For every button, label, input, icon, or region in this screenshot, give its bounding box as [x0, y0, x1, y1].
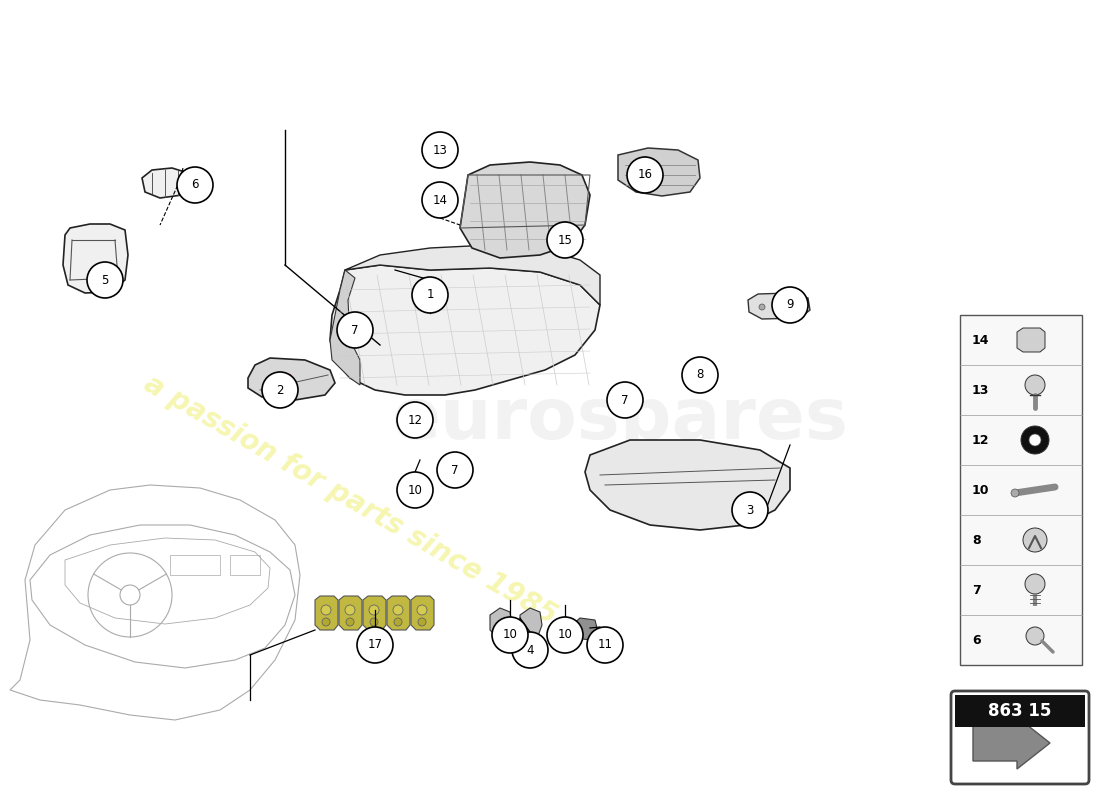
- Text: 7: 7: [451, 463, 459, 477]
- Circle shape: [1028, 434, 1041, 446]
- Text: 11: 11: [597, 638, 613, 651]
- Text: 8: 8: [696, 369, 704, 382]
- Text: 10: 10: [972, 483, 990, 497]
- Text: 10: 10: [503, 629, 517, 642]
- Text: 5: 5: [101, 274, 109, 286]
- Circle shape: [492, 617, 528, 653]
- Text: SV: SV: [275, 373, 292, 384]
- Text: 6: 6: [972, 634, 980, 646]
- Circle shape: [607, 382, 644, 418]
- Circle shape: [177, 167, 213, 203]
- Bar: [170, 555, 220, 575]
- Polygon shape: [460, 162, 590, 258]
- Circle shape: [418, 618, 426, 626]
- Circle shape: [322, 618, 330, 626]
- Circle shape: [417, 605, 427, 615]
- Circle shape: [368, 605, 379, 615]
- Polygon shape: [345, 245, 600, 305]
- Circle shape: [345, 605, 355, 615]
- Text: 12: 12: [407, 414, 422, 426]
- Text: 15: 15: [558, 234, 572, 246]
- Text: a passion for parts since 1985: a passion for parts since 1985: [139, 370, 561, 630]
- Circle shape: [437, 452, 473, 488]
- Circle shape: [397, 472, 433, 508]
- Bar: [955, 695, 1085, 727]
- Circle shape: [1025, 375, 1045, 395]
- Polygon shape: [248, 358, 336, 400]
- Text: 3: 3: [746, 503, 754, 517]
- Text: 14: 14: [432, 194, 448, 206]
- Circle shape: [393, 605, 403, 615]
- Polygon shape: [387, 596, 410, 630]
- Text: 17: 17: [367, 638, 383, 651]
- Circle shape: [512, 632, 548, 668]
- Circle shape: [337, 312, 373, 348]
- Circle shape: [682, 357, 718, 393]
- Circle shape: [547, 617, 583, 653]
- Text: 7: 7: [351, 323, 359, 337]
- Text: 1: 1: [427, 289, 433, 302]
- Text: eurospares: eurospares: [392, 386, 848, 454]
- Polygon shape: [315, 596, 338, 630]
- Circle shape: [358, 627, 393, 663]
- Text: 12: 12: [972, 434, 990, 446]
- Polygon shape: [585, 440, 790, 530]
- Circle shape: [422, 182, 458, 218]
- Polygon shape: [974, 717, 1050, 769]
- Polygon shape: [520, 608, 542, 638]
- Text: 863 15: 863 15: [988, 702, 1052, 720]
- Circle shape: [1023, 528, 1047, 552]
- Circle shape: [759, 304, 764, 310]
- Polygon shape: [330, 265, 600, 395]
- FancyBboxPatch shape: [952, 691, 1089, 784]
- Text: 6: 6: [191, 178, 199, 191]
- Text: 7: 7: [972, 583, 981, 597]
- Polygon shape: [1018, 328, 1045, 352]
- Circle shape: [1021, 426, 1049, 454]
- Text: 7: 7: [621, 394, 629, 406]
- Circle shape: [732, 492, 768, 528]
- Text: 9: 9: [786, 298, 794, 311]
- Circle shape: [422, 132, 458, 168]
- Polygon shape: [748, 293, 810, 319]
- Circle shape: [1025, 574, 1045, 594]
- Polygon shape: [572, 618, 598, 640]
- Bar: [230, 555, 260, 575]
- Circle shape: [587, 627, 623, 663]
- Polygon shape: [330, 270, 360, 385]
- Circle shape: [627, 157, 663, 193]
- Polygon shape: [339, 596, 362, 630]
- Polygon shape: [63, 224, 128, 293]
- Text: 13: 13: [972, 383, 989, 397]
- Circle shape: [87, 262, 123, 298]
- Text: 2: 2: [276, 383, 284, 397]
- Polygon shape: [363, 596, 386, 630]
- Circle shape: [412, 277, 448, 313]
- Circle shape: [262, 372, 298, 408]
- Polygon shape: [490, 608, 512, 638]
- Text: 8: 8: [972, 534, 980, 546]
- Circle shape: [370, 618, 378, 626]
- Text: 14: 14: [972, 334, 990, 346]
- Circle shape: [321, 605, 331, 615]
- Circle shape: [397, 402, 433, 438]
- Polygon shape: [618, 148, 700, 196]
- Text: 13: 13: [432, 143, 448, 157]
- Text: 10: 10: [558, 629, 572, 642]
- Text: 4: 4: [526, 643, 534, 657]
- Text: 16: 16: [638, 169, 652, 182]
- Circle shape: [772, 287, 808, 323]
- Circle shape: [794, 303, 800, 309]
- Circle shape: [547, 222, 583, 258]
- Text: 10: 10: [408, 483, 422, 497]
- Circle shape: [346, 618, 354, 626]
- Circle shape: [1011, 489, 1019, 497]
- Polygon shape: [142, 168, 188, 198]
- Polygon shape: [411, 596, 434, 630]
- Circle shape: [394, 618, 402, 626]
- Circle shape: [1026, 627, 1044, 645]
- Bar: [960, 315, 1082, 665]
